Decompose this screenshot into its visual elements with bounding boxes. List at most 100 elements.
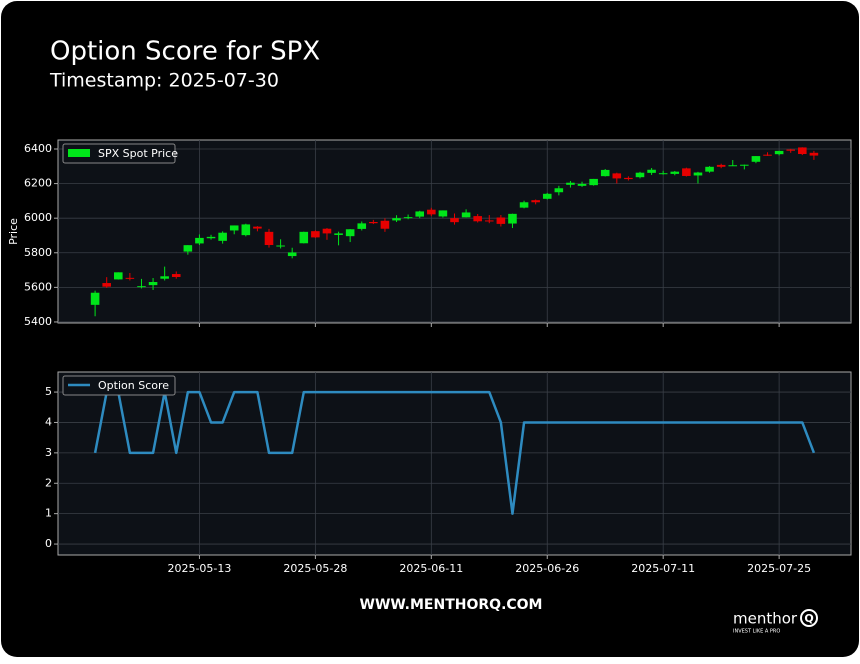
candle-body (125, 277, 135, 279)
candle-body (369, 221, 378, 224)
candle-body (299, 231, 309, 244)
candle-body (264, 231, 274, 245)
candle-body (380, 220, 390, 229)
candle-body (647, 169, 656, 173)
candle-body (102, 283, 111, 287)
y-tick-label: 2 (45, 476, 52, 489)
y-tick-label: 1 (45, 507, 52, 520)
title: Option Score for SPX (50, 37, 320, 67)
candle-body (90, 292, 100, 305)
plot-area (57, 371, 852, 556)
candle-body (461, 212, 471, 218)
candle-body (600, 169, 610, 177)
x-tick-label: 2025-06-11 (399, 562, 463, 575)
candle-body (751, 156, 761, 162)
candle-body (496, 217, 506, 224)
candle-body (311, 231, 320, 238)
candle-body (287, 252, 297, 257)
candle-body (774, 150, 784, 155)
candle-body (148, 282, 158, 286)
y-axis-label: Price (7, 218, 20, 245)
x-tick-label: 2025-06-26 (515, 562, 579, 575)
candle-body (218, 232, 227, 241)
candle-body (508, 213, 517, 224)
candle-body (786, 149, 796, 151)
candle-body (740, 164, 749, 166)
legend-label: SPX Spot Price (98, 147, 178, 160)
candle-body (566, 182, 575, 185)
candle-body (392, 218, 401, 221)
candle-body (542, 193, 552, 199)
candle-body (519, 202, 529, 208)
y-tick-label: 5 (45, 385, 52, 398)
y-tick-label: 3 (45, 446, 52, 459)
x-tick-label: 2025-07-25 (747, 562, 811, 575)
candle-body (113, 272, 123, 280)
logo: menthor (733, 610, 798, 628)
candle-body (427, 209, 436, 215)
candle-body (183, 245, 193, 252)
candle-body (403, 217, 413, 219)
x-tick-label: 2025-07-11 (631, 562, 695, 575)
x-tick-label: 2025-05-13 (167, 562, 231, 575)
candle-body (798, 147, 807, 155)
candle-body (345, 229, 355, 237)
candle-body (253, 226, 262, 229)
candle-body (276, 245, 285, 247)
legend-box (62, 143, 176, 164)
candle-body (716, 164, 726, 167)
legend-swatch (68, 149, 90, 157)
candle-body (577, 183, 587, 186)
candle-body (415, 211, 425, 217)
candle-body (241, 224, 251, 236)
logo-mark: Q (804, 612, 813, 625)
candle-body (206, 236, 216, 239)
candle-body (612, 173, 622, 179)
candle-body (635, 172, 645, 178)
candle-body (658, 173, 668, 175)
y-tick-label: 6200 (24, 177, 52, 190)
y-tick-label: 5600 (24, 280, 52, 293)
candle-body (728, 165, 738, 167)
y-tick-label: 0 (45, 537, 52, 550)
x-tick-label: 2025-05-28 (283, 562, 347, 575)
candle-body (589, 178, 598, 186)
subtitle: Timestamp: 2025-07-30 (49, 70, 279, 92)
footer-url: WWW.MENTHORQ.COM (360, 597, 543, 613)
candle-body (693, 172, 703, 176)
candle-body (195, 237, 204, 244)
candle-body (357, 223, 367, 229)
candle-body (670, 171, 680, 174)
y-tick-label: 6000 (24, 211, 52, 224)
candle-body (484, 220, 494, 222)
candle-body (554, 188, 564, 193)
candle-body (705, 166, 714, 172)
candle-body (763, 154, 772, 156)
candle-body (438, 210, 448, 217)
candle-body (682, 168, 691, 176)
score-line (93, 390, 816, 515)
candle-body (137, 286, 146, 288)
y-tick-label: 5800 (24, 246, 52, 259)
candle-body (473, 216, 482, 222)
candle-body (160, 276, 169, 279)
candle-body (171, 274, 181, 277)
y-tick-label: 5400 (24, 315, 52, 328)
plot-area (57, 139, 852, 324)
candle-body (334, 233, 343, 235)
legend-label: Option Score (98, 379, 169, 392)
candle-body (229, 225, 239, 231)
logo-ring (800, 609, 818, 627)
y-tick-label: 4 (45, 415, 52, 428)
tagline: INVEST LIKE A PRO (733, 629, 780, 635)
y-tick-label: 6400 (24, 142, 52, 155)
legend-box (62, 375, 176, 396)
candle-body (809, 152, 819, 156)
candle-body (624, 177, 633, 180)
candle-body (322, 228, 332, 234)
candle-body (450, 218, 459, 223)
candle-body (531, 200, 540, 203)
